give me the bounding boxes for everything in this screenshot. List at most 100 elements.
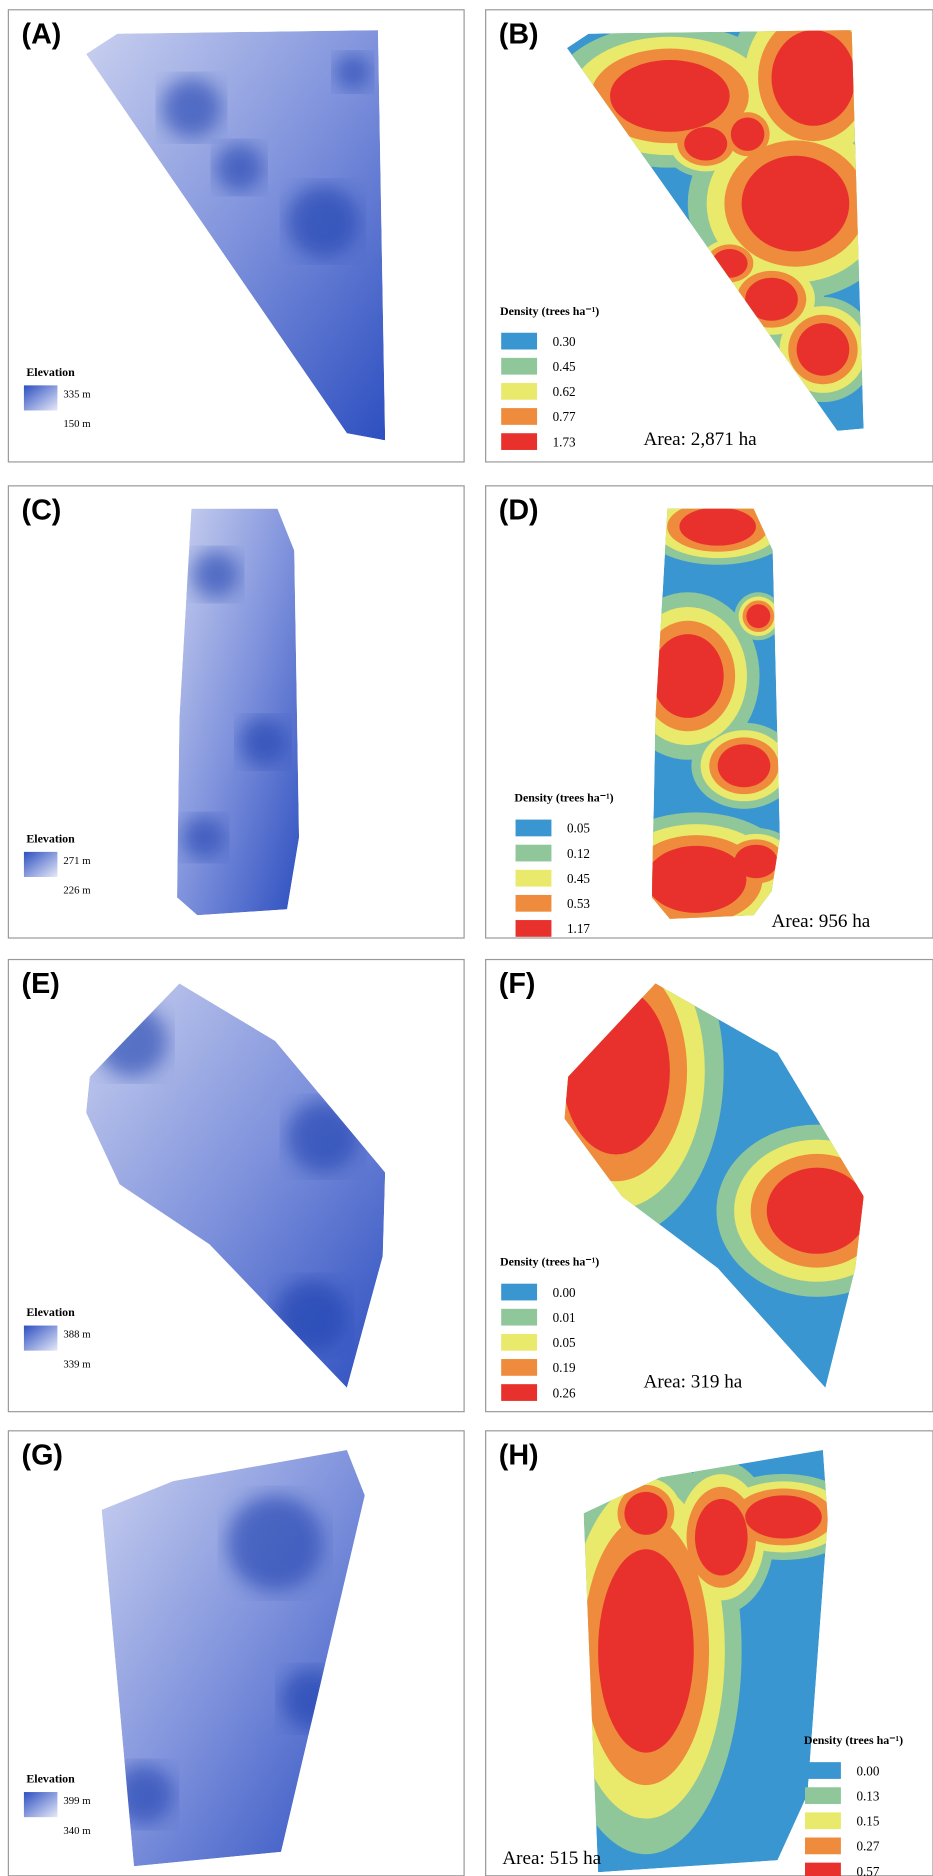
map xyxy=(86,983,385,1387)
density-zone xyxy=(745,278,798,321)
legend-label: 0.19 xyxy=(553,1360,576,1375)
legend-swatch xyxy=(516,920,552,937)
legend-label: 1.17 xyxy=(567,921,590,936)
legend-title: Elevation xyxy=(26,1305,75,1319)
legend-label: 0.77 xyxy=(553,409,576,424)
legend-label: 0.05 xyxy=(567,821,590,836)
density-zone xyxy=(684,127,727,160)
panel-label: (F) xyxy=(499,968,536,1000)
figure: (A)Elevation335 m150 m(B)Density (trees … xyxy=(0,0,933,1876)
area-label: Area: 319 ha xyxy=(644,1372,743,1393)
map xyxy=(550,0,903,431)
legend-label: 0.30 xyxy=(553,334,576,349)
legend-swatch xyxy=(516,845,552,862)
density-zone xyxy=(718,744,771,787)
legend-swatch xyxy=(501,433,537,450)
legend-high: 335 m xyxy=(63,388,91,400)
legend-swatch xyxy=(501,333,537,350)
elevation-zone xyxy=(215,144,263,192)
elevation-zone xyxy=(161,78,221,138)
density-zone xyxy=(610,60,730,132)
legend-label: 0.05 xyxy=(553,1335,576,1350)
legend-label: 0.26 xyxy=(553,1385,576,1400)
panel-label: (E) xyxy=(22,968,60,1000)
map xyxy=(596,488,799,946)
density-zone xyxy=(734,845,777,878)
legend-swatch xyxy=(805,1812,841,1829)
legend-title: Density (trees ha⁻¹) xyxy=(500,304,599,318)
legend-label: 0.53 xyxy=(567,896,590,911)
panel-label: (A) xyxy=(22,18,62,50)
map xyxy=(102,1450,365,1866)
elevation-zone xyxy=(114,1765,174,1825)
legend-label: 0.45 xyxy=(567,871,590,886)
legend-low: 340 m xyxy=(63,1825,91,1837)
legend-swatch xyxy=(516,895,552,912)
page: (A)Elevation335 m150 m(B)Density (trees … xyxy=(0,0,933,1876)
legend-swatch xyxy=(805,1787,841,1804)
elevation-zone xyxy=(227,1495,323,1591)
area-label: Area: 2,871 ha xyxy=(644,429,758,450)
legend-low: 226 m xyxy=(63,885,91,897)
legend-label: 0.01 xyxy=(553,1310,576,1325)
panel: (H) Density (trees ha⁻¹) 0.00 0.13 0.15 0.27 0… xyxy=(486,1431,933,1876)
density-zone xyxy=(745,1495,822,1538)
density-zone xyxy=(562,987,670,1154)
legend-swatch xyxy=(516,870,552,887)
legend-title: Elevation xyxy=(26,831,75,845)
legend-high: 271 m xyxy=(63,855,91,867)
legend-label: 0.12 xyxy=(567,846,590,861)
map xyxy=(550,1448,860,1873)
density-zone xyxy=(652,634,724,718)
elevation-zone xyxy=(275,1280,347,1352)
legend-gradient xyxy=(24,1792,57,1817)
legend-swatch xyxy=(501,1359,537,1376)
legend-label: 0.57 xyxy=(856,1864,879,1876)
legend-title: Density (trees ha⁻¹) xyxy=(804,1733,903,1747)
legend-gradient xyxy=(24,385,57,410)
legend-swatch xyxy=(805,1838,841,1855)
panel-label: (H) xyxy=(499,1439,539,1471)
legend-gradient xyxy=(24,1326,57,1351)
elevation-zone xyxy=(191,550,239,598)
panel-label: (C) xyxy=(22,494,62,526)
legend-label: 1.73 xyxy=(553,434,576,449)
legend-label: 0.00 xyxy=(856,1763,879,1778)
elevation-zone xyxy=(287,186,359,258)
area-label: Area: 956 ha xyxy=(772,911,871,932)
legend-swatch xyxy=(501,358,537,375)
density-zone xyxy=(712,249,748,278)
panel: (D) Density (trees ha⁻¹) 0.05 0.12 0.45 0.53 1… xyxy=(486,486,933,947)
legend-label: 0.15 xyxy=(856,1814,879,1829)
legend-label: 0.27 xyxy=(856,1839,879,1854)
density-zone xyxy=(797,323,850,376)
panel: (B)Density (trees ha⁻¹)0.300.450.620.771… xyxy=(486,0,933,462)
legend-title: Density (trees ha⁻¹) xyxy=(514,791,613,805)
legend-low: 339 m xyxy=(63,1358,91,1370)
legend-label: 0.13 xyxy=(856,1788,879,1803)
density-zone xyxy=(731,117,764,150)
legend-title: Density (trees ha⁻¹) xyxy=(500,1255,599,1269)
elevation-zone xyxy=(335,54,371,90)
density-zone xyxy=(772,30,856,126)
density-zone xyxy=(598,1549,694,1752)
legend-swatch xyxy=(516,820,552,837)
area-label: Area: 515 ha xyxy=(502,1848,601,1869)
density-zone xyxy=(746,604,770,628)
panel-label: (G) xyxy=(22,1439,63,1471)
panel-label: (D) xyxy=(499,494,539,526)
legend-label: 0.62 xyxy=(553,384,576,399)
elevation-zone xyxy=(182,816,225,859)
map xyxy=(177,509,299,916)
legend-label: 0.45 xyxy=(553,359,576,374)
legend-gradient xyxy=(24,852,57,877)
density-zone xyxy=(767,1168,867,1254)
legend-high: 399 m xyxy=(63,1795,91,1807)
legend-swatch xyxy=(501,383,537,400)
density-zone xyxy=(695,1499,748,1576)
density-zone xyxy=(679,507,756,545)
density-zone xyxy=(646,846,746,913)
elevation-zone xyxy=(96,1005,168,1077)
